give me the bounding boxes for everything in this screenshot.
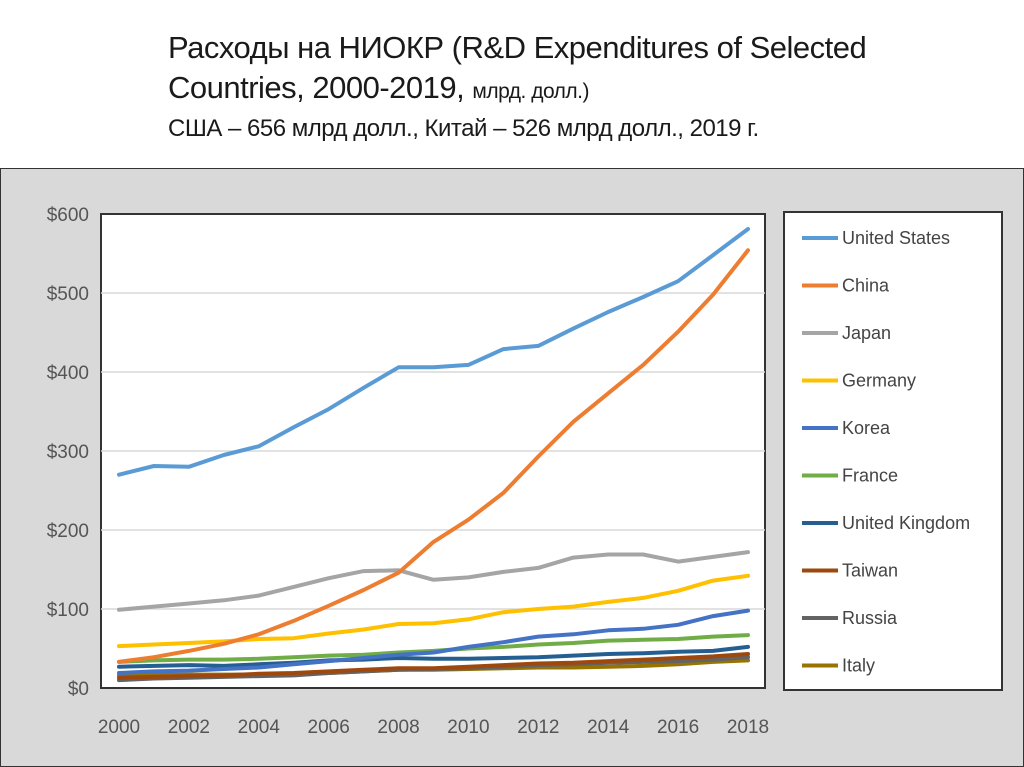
series-line-taiwan xyxy=(117,652,750,680)
legend-item: Japan xyxy=(802,323,891,343)
legend-label: Italy xyxy=(842,656,875,676)
x-tick-label: 2006 xyxy=(308,717,350,738)
x-tick-label: 2000 xyxy=(98,717,140,738)
legend-label: United Kingdom xyxy=(842,513,970,533)
y-tick-label: $300 xyxy=(47,442,89,463)
y-tick-label: $600 xyxy=(47,205,89,226)
legend-label: Korea xyxy=(842,418,891,438)
slide-subtitle: США – 656 млрд долл., Китай – 526 млрд д… xyxy=(168,115,759,142)
x-tick-label: 2018 xyxy=(727,717,769,738)
y-tick-label: $200 xyxy=(47,521,89,542)
series-line-japan xyxy=(117,550,750,612)
title-main: Расходы на НИОКР (R&D Expenditures of Se… xyxy=(168,30,867,105)
x-tick-label: 2014 xyxy=(587,717,630,738)
series-line-united-kingdom xyxy=(117,644,750,669)
legend-label: China xyxy=(842,276,890,296)
legend xyxy=(783,211,1003,691)
legend-item: United Kingdom xyxy=(802,513,970,533)
legend-item: Italy xyxy=(802,656,875,676)
y-tick-label: $500 xyxy=(47,284,89,305)
legend-label: Germany xyxy=(842,371,916,391)
x-tick-label: 2010 xyxy=(447,717,489,738)
slide-title: Расходы на НИОКР (R&D Expenditures of Se… xyxy=(168,28,1008,146)
legend-label: Taiwan xyxy=(842,561,898,581)
legend-label: United States xyxy=(842,228,950,248)
legend-label: Russia xyxy=(842,608,898,628)
legend-item: China xyxy=(802,276,890,296)
series-line-germany xyxy=(117,573,750,649)
y-tick-label: $400 xyxy=(47,363,89,384)
y-tick-label: $100 xyxy=(47,600,89,621)
title-unit: млрд. долл.) xyxy=(472,80,590,103)
legend-item: Korea xyxy=(802,418,891,438)
x-tick-label: 2012 xyxy=(517,717,559,738)
legend-item: United States xyxy=(802,228,950,248)
legend-label: France xyxy=(842,466,898,486)
legend-label: Japan xyxy=(842,323,891,343)
legend-item: Russia xyxy=(802,608,898,628)
x-tick-label: 2002 xyxy=(168,717,210,738)
legend-item: France xyxy=(802,466,898,486)
series-line-united-states xyxy=(117,227,750,477)
y-tick-label: $0 xyxy=(68,679,89,700)
legend-item: Germany xyxy=(802,371,916,391)
series-line-korea xyxy=(117,608,750,675)
x-tick-label: 2008 xyxy=(377,717,419,738)
x-tick-label: 2004 xyxy=(238,717,281,738)
series-line-china xyxy=(117,248,750,664)
x-tick-label: 2016 xyxy=(657,717,699,738)
legend-item: Taiwan xyxy=(802,561,898,581)
